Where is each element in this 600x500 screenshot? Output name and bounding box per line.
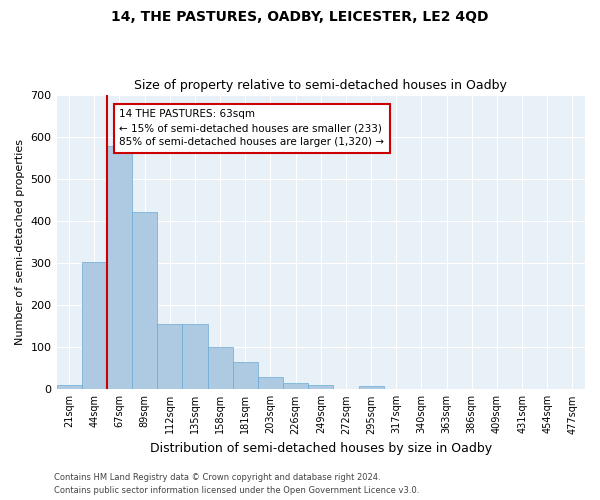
Title: Size of property relative to semi-detached houses in Oadby: Size of property relative to semi-detach…	[134, 79, 507, 92]
Bar	[208, 347, 233, 390]
Text: 14 THE PASTURES: 63sqm
← 15% of semi-detached houses are smaller (233)
85% of se: 14 THE PASTURES: 63sqm ← 15% of semi-det…	[119, 110, 385, 148]
Bar	[233, 362, 258, 390]
Bar	[283, 383, 308, 390]
Bar	[82, 262, 107, 390]
Y-axis label: Number of semi-detached properties: Number of semi-detached properties	[15, 139, 25, 345]
Bar	[132, 212, 157, 390]
Bar	[258, 376, 283, 390]
Bar	[56, 385, 82, 390]
Bar	[107, 146, 132, 390]
Text: 14, THE PASTURES, OADBY, LEICESTER, LE2 4QD: 14, THE PASTURES, OADBY, LEICESTER, LE2 …	[111, 10, 489, 24]
Bar	[157, 324, 182, 390]
X-axis label: Distribution of semi-detached houses by size in Oadby: Distribution of semi-detached houses by …	[150, 442, 492, 455]
Text: Contains HM Land Registry data © Crown copyright and database right 2024.
Contai: Contains HM Land Registry data © Crown c…	[54, 474, 419, 495]
Bar	[308, 385, 334, 390]
Bar	[359, 386, 383, 390]
Bar	[182, 324, 208, 390]
